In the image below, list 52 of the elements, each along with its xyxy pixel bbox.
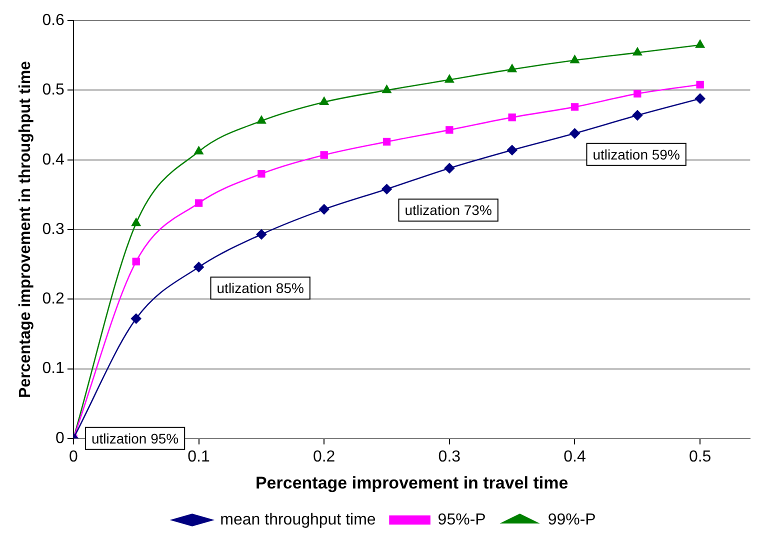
point [694,93,706,104]
y-tick-label: 0.2 [42,290,65,308]
point [444,163,455,174]
y-tick-label: 0.4 [42,151,65,168]
x-tick-label: 0 [68,448,78,466]
point [132,258,140,266]
y-tick-label: 0.3 [42,220,65,238]
y-tick-label: 0 [56,430,65,447]
annotation: utlization 85% [216,280,304,296]
point [444,74,454,83]
point [132,218,141,226]
x-tick-label: 0.2 [312,448,336,466]
annotation: utlization 95% [91,430,179,446]
point [696,40,705,48]
point [570,103,579,111]
point [632,110,643,120]
y-tick-label: 0.5 [42,82,65,99]
point [634,90,642,98]
point [320,151,328,159]
point [256,116,266,124]
point [256,229,267,240]
point [382,184,392,194]
point [506,144,518,156]
point [632,47,642,56]
point [570,128,580,139]
x-tick-label: 0.5 [688,448,712,466]
point [318,204,330,214]
point [382,138,391,146]
annotation: utlization 73% [404,202,492,218]
y-tick-label: 0.6 [42,12,65,30]
point [696,80,704,88]
point [258,170,266,178]
point [194,199,203,207]
x-tick-label: 0.3 [438,448,461,466]
point [570,55,580,64]
point [130,313,142,324]
annotation: utlization 59% [592,146,680,162]
x-axis-title: Percentage improvement in travel time [255,473,568,492]
legend-label: mean throughput time [220,511,376,528]
legend-label: 99%-P [548,511,596,528]
legend-label: 95%-P [438,511,486,528]
point [446,126,454,134]
point [508,64,517,72]
point [382,85,392,94]
point [194,146,204,154]
x-tick-label: 0.1 [188,448,210,466]
point [194,262,204,272]
y-tick-label: 0.1 [42,360,65,378]
x-tick-label: 0.4 [564,448,586,466]
point [508,114,516,122]
point [320,96,329,105]
y-axis-title: Percentage improvement in throughput time [17,60,34,398]
